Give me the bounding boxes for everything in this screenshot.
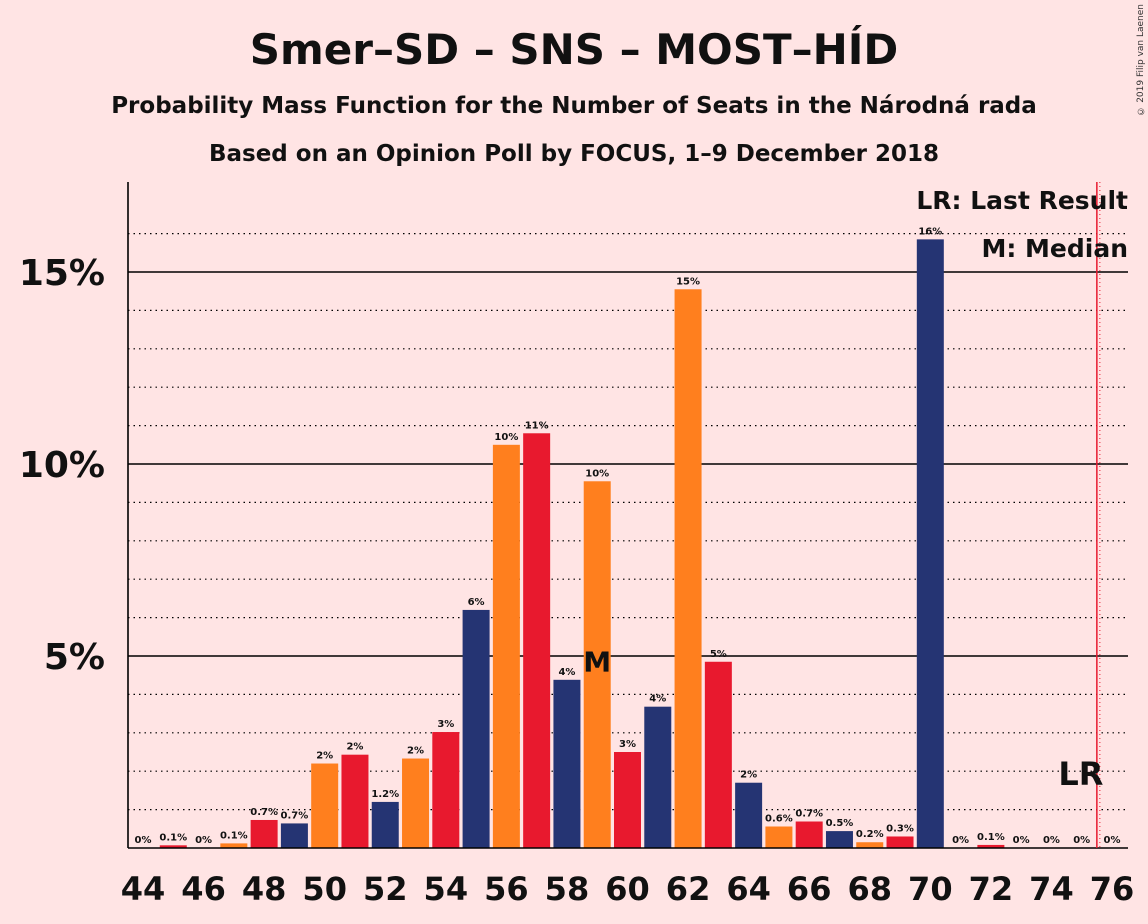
bar-seat-68 (856, 842, 884, 848)
bar-value-label: 2% (346, 742, 363, 753)
bar-value-label: 0.2% (856, 829, 884, 840)
y-tick-label: 10% (19, 445, 105, 486)
bar-seat-60 (614, 752, 641, 848)
bar-seat-70 (916, 239, 944, 849)
bar-seat-55 (462, 609, 490, 848)
bar-value-label: 15% (676, 276, 700, 287)
y-tick-label: 15% (19, 253, 105, 294)
legend-median: M: Median (981, 234, 1128, 263)
gridlines (128, 233, 1128, 811)
x-tick-label: 68 (847, 870, 892, 908)
bar-value-label: 16% (918, 226, 942, 237)
bar-value-label: 0.5% (826, 818, 854, 829)
bar-value-label: 10% (494, 432, 518, 443)
bar-value-label: 6% (468, 597, 485, 608)
bar-value-label: 3% (619, 739, 636, 750)
bar-seat-64 (735, 782, 763, 848)
bar-labels: 0% 0.1% 0% 0.1%0.7% 0.7%2%2%1.2%2%3%6%10%11%… (135, 226, 1121, 846)
bar-seat-59 (583, 481, 611, 848)
bar-seat-47 (220, 843, 248, 848)
bar-seat-62 (674, 289, 702, 848)
bar-value-label: 0% (1013, 835, 1030, 846)
bar-seat-69 (886, 836, 914, 848)
bar-seat-48 (250, 819, 278, 848)
y-tick-label: 5% (44, 637, 105, 678)
bar-value-label: 0% (195, 835, 212, 846)
axes: 5% 10% 15% 44 46 48 50 52 54 56 58 60 62 64 66 68 70 72 74… (19, 182, 1134, 908)
bar-value-label: 0% (1043, 835, 1060, 846)
bar-seat-52 (371, 801, 399, 848)
bar-seat-63 (704, 661, 732, 848)
bar-seat-50 (311, 763, 339, 848)
bar-value-label: 0.1% (977, 832, 1005, 843)
bar-value-label: 0.6% (765, 813, 793, 824)
bar-seat-54 (432, 732, 460, 848)
x-tick-label: 66 (787, 870, 832, 908)
median-marker: M (583, 645, 611, 678)
bar-seat-67 (825, 831, 853, 848)
bar-value-label: 0% (1104, 835, 1121, 846)
x-tick-label: 62 (666, 870, 711, 908)
bar-seat-49 (280, 823, 308, 848)
bar-value-label: 0.1% (159, 832, 187, 843)
bar-value-label: 1.2% (371, 789, 399, 800)
x-tick-label: 50 (302, 870, 347, 908)
bar-seat-53 (402, 758, 430, 848)
bar-seat-51 (341, 754, 369, 848)
bar-seat-45 (159, 845, 187, 848)
legend-last-result: LR: Last Result (916, 186, 1128, 215)
x-tick-label: 60 (605, 870, 650, 908)
bar-value-label: 0.7% (250, 807, 278, 818)
chart-subtitle-poll: Based on an Opinion Poll by FOCUS, 1–9 D… (209, 141, 939, 167)
bar-seat-66 (795, 821, 823, 848)
bar-value-label: 0.7% (795, 809, 823, 820)
x-tick-label: 56 (484, 870, 529, 908)
bar-value-label: 2% (740, 770, 757, 781)
bar-value-label: 0% (952, 835, 969, 846)
copyright-notice: © 2019 Filip van Laenen (1136, 4, 1146, 116)
bar-seat-61 (644, 706, 672, 848)
bar-value-label: 0% (1073, 835, 1090, 846)
bar-value-label: 5% (710, 649, 727, 660)
last-result-marker: LR (1058, 755, 1103, 793)
bar-seat-56 (492, 444, 520, 848)
x-tick-label: 52 (363, 870, 408, 908)
x-tick-label: 54 (424, 870, 469, 908)
x-tick-label: 72 (969, 870, 1014, 908)
bar-value-label: 0.1% (220, 830, 248, 841)
bar-value-label: 0.3% (886, 823, 914, 834)
x-tick-label: 64 (726, 870, 771, 908)
bar-value-label: 0% (135, 835, 152, 846)
bar-seat-65 (765, 826, 793, 848)
x-tick-label: 48 (242, 870, 287, 908)
bar-value-label: 4% (649, 694, 666, 705)
x-tick-label: 70 (908, 870, 953, 908)
bar-seat-58 (553, 679, 581, 848)
x-tick-label: 74 (1029, 870, 1074, 908)
bar-value-label: 4% (558, 667, 575, 678)
bar-value-label: 10% (585, 468, 609, 479)
bar-value-label: 2% (316, 751, 333, 762)
bar-value-label: 0.7% (281, 810, 309, 821)
chart-title: Smer–SD – SNS – MOST–HÍD (250, 24, 899, 74)
chart-subtitle: Probability Mass Function for the Number… (111, 93, 1037, 119)
bar-seat-72 (977, 844, 1005, 848)
bar-value-label: 11% (525, 420, 549, 431)
x-tick-label: 46 (181, 870, 226, 908)
x-tick-label: 76 (1090, 870, 1135, 908)
bars (159, 239, 1005, 849)
bar-value-label: 2% (407, 746, 424, 757)
bar-value-label: 3% (437, 719, 454, 730)
x-tick-label: 44 (121, 870, 166, 908)
bar-seat-57 (523, 433, 551, 848)
x-tick-label: 58 (545, 870, 590, 908)
